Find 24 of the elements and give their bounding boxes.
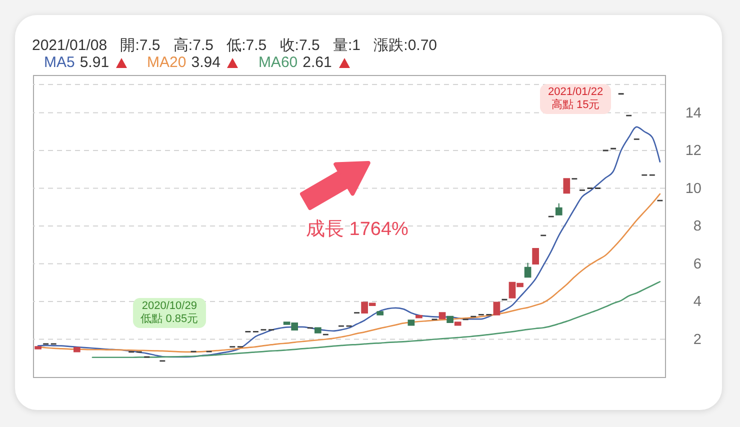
text: MA60 bbox=[258, 54, 298, 72]
text: 5.91 bbox=[80, 54, 110, 72]
line-series bbox=[92, 281, 661, 358]
candlestick bbox=[532, 248, 539, 264]
annotation: 2021/01/22 高點 15元 bbox=[548, 86, 604, 112]
text: MA5 bbox=[44, 54, 75, 72]
annotation: 2020/10/29 低點 0.85元 bbox=[140, 300, 198, 326]
chart-title: 2021/01/08 開:7.5 高:7.5 低:7.5 收:7.5 量:1 漲跌:0.70 bbox=[32, 37, 438, 55]
candlestick bbox=[493, 302, 500, 316]
candlestick bbox=[555, 202, 562, 216]
annotation: 成長 1764% bbox=[306, 219, 408, 241]
text: 2.61 bbox=[302, 54, 332, 72]
y-tick-label: 2 bbox=[693, 332, 702, 348]
candlestick bbox=[524, 262, 532, 278]
candlestick bbox=[563, 178, 570, 194]
text: 3.94 bbox=[191, 54, 220, 72]
y-tick-label: 4 bbox=[693, 294, 702, 310]
y-tick-label: 14 bbox=[685, 105, 702, 122]
y-tick-label: 10 bbox=[685, 180, 702, 197]
y-tick-label: 12 bbox=[685, 143, 702, 159]
text: MA20 bbox=[147, 54, 186, 72]
line-series bbox=[37, 126, 661, 358]
y-tick-label: 6 bbox=[693, 256, 702, 272]
y-tick-label: 8 bbox=[693, 218, 702, 234]
